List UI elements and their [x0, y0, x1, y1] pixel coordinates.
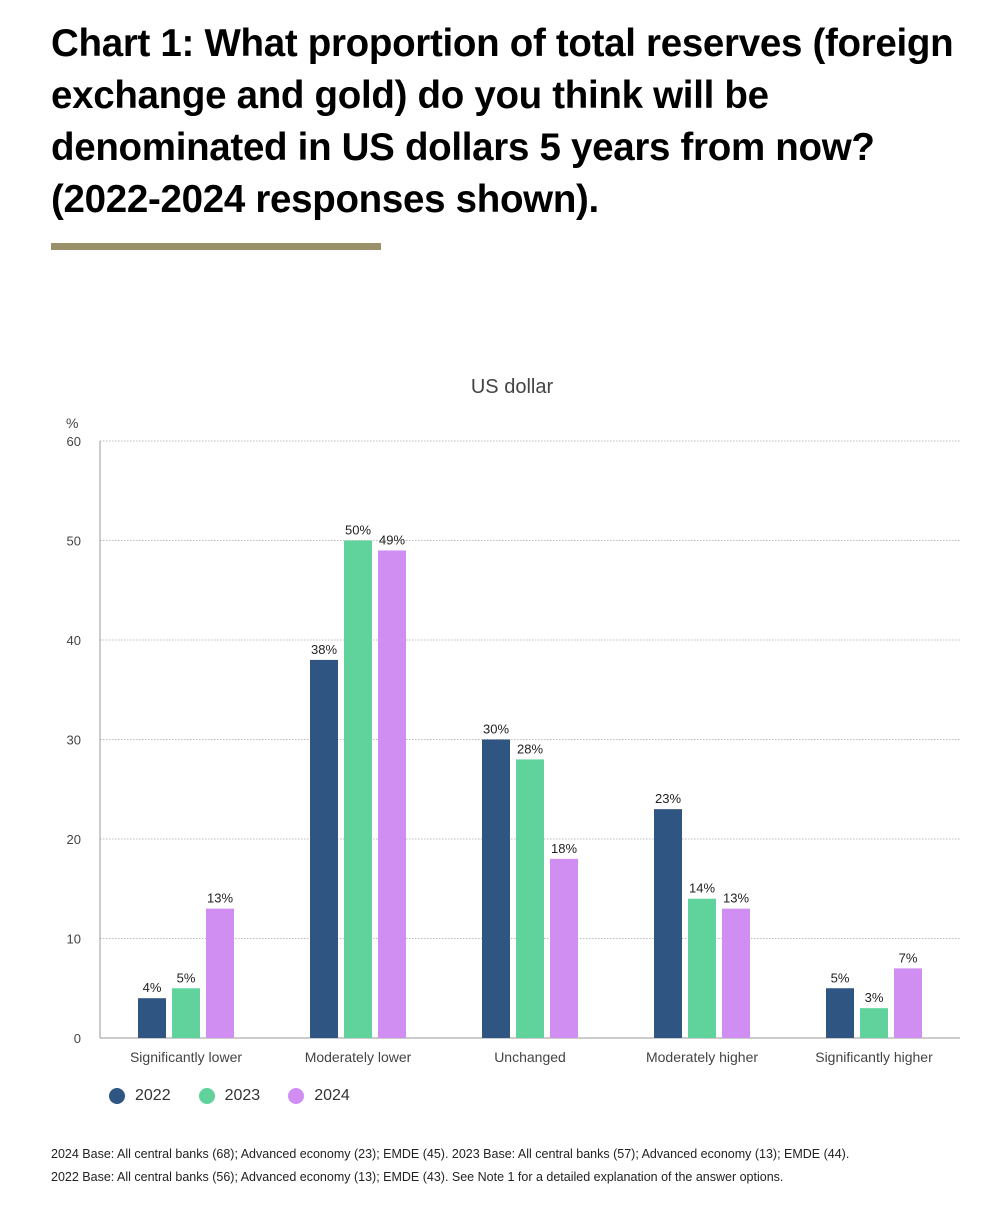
- data-label: 50%: [345, 523, 371, 538]
- base-note-2024-2023: 2024 Base: All central banks (68); Advan…: [51, 1147, 850, 1161]
- data-label: 7%: [899, 950, 918, 965]
- legend-label: 2023: [224, 1087, 261, 1104]
- data-label: 49%: [379, 532, 405, 547]
- y-tick-label: 20: [67, 832, 81, 847]
- title-underline: [51, 243, 381, 250]
- bar-2022: [138, 998, 166, 1038]
- x-tick-label: Moderately lower: [305, 1049, 412, 1065]
- bar-2022: [482, 739, 510, 1038]
- legend-dot-2023: [198, 1088, 215, 1104]
- data-label: 5%: [831, 970, 850, 985]
- y-tick-label: 30: [67, 733, 81, 748]
- data-label: 13%: [207, 891, 233, 906]
- data-label: 3%: [865, 990, 884, 1005]
- bar-2024: [722, 908, 750, 1038]
- legend-item-2024: 2024: [288, 1087, 350, 1105]
- bar-2023: [860, 1008, 888, 1038]
- y-tick-label: 0: [74, 1031, 81, 1046]
- bar-2022: [654, 809, 682, 1038]
- data-label: 38%: [311, 642, 337, 657]
- y-tick-label: 10: [67, 932, 81, 947]
- legend-item-2023: 2023: [198, 1087, 261, 1105]
- x-tick-label: Moderately higher: [646, 1049, 758, 1065]
- data-label: 18%: [551, 841, 577, 856]
- bar-2023: [688, 898, 716, 1038]
- legend-label: 2024: [314, 1087, 350, 1104]
- y-tick-label: 60: [67, 434, 81, 449]
- data-label: 23%: [655, 791, 681, 806]
- x-tick-label: Significantly lower: [130, 1049, 242, 1065]
- bar-2024: [378, 550, 406, 1038]
- bar-2023: [172, 988, 200, 1038]
- y-tick-label: 40: [67, 633, 81, 648]
- base-note-2022: 2022 Base: All central banks (56); Advan…: [51, 1170, 784, 1184]
- chart-heading: Chart 1: What proportion of total reserv…: [51, 22, 954, 221]
- y-tick-label: 50: [67, 534, 81, 549]
- legend: 2022 2023 2024: [109, 1087, 378, 1105]
- x-tick-label: Significantly higher: [815, 1049, 933, 1065]
- bar-2023: [516, 759, 544, 1038]
- bar-2023: [344, 540, 372, 1038]
- legend-item-2022: 2022: [109, 1087, 171, 1105]
- data-label: 4%: [143, 980, 162, 995]
- y-axis-label: %: [66, 415, 78, 431]
- bar-2024: [894, 968, 922, 1038]
- data-label: 14%: [689, 881, 715, 896]
- data-label: 13%: [723, 891, 749, 906]
- chart-title: US dollar: [471, 376, 554, 398]
- legend-dot-2022: [109, 1088, 125, 1104]
- bar-2022: [826, 988, 854, 1038]
- bar-2024: [206, 908, 234, 1038]
- data-label: 30%: [483, 722, 509, 737]
- data-label: 28%: [517, 741, 543, 756]
- bar-2022: [310, 659, 338, 1038]
- legend-dot-2024: [288, 1088, 305, 1104]
- x-tick-label: Unchanged: [494, 1049, 566, 1065]
- data-label: 5%: [177, 970, 196, 985]
- legend-label: 2022: [135, 1087, 171, 1104]
- bar-2024: [550, 858, 578, 1038]
- bar-chart: US dollar % 0 10 20 30 40 50 60 Significantly l…: [66, 376, 960, 1065]
